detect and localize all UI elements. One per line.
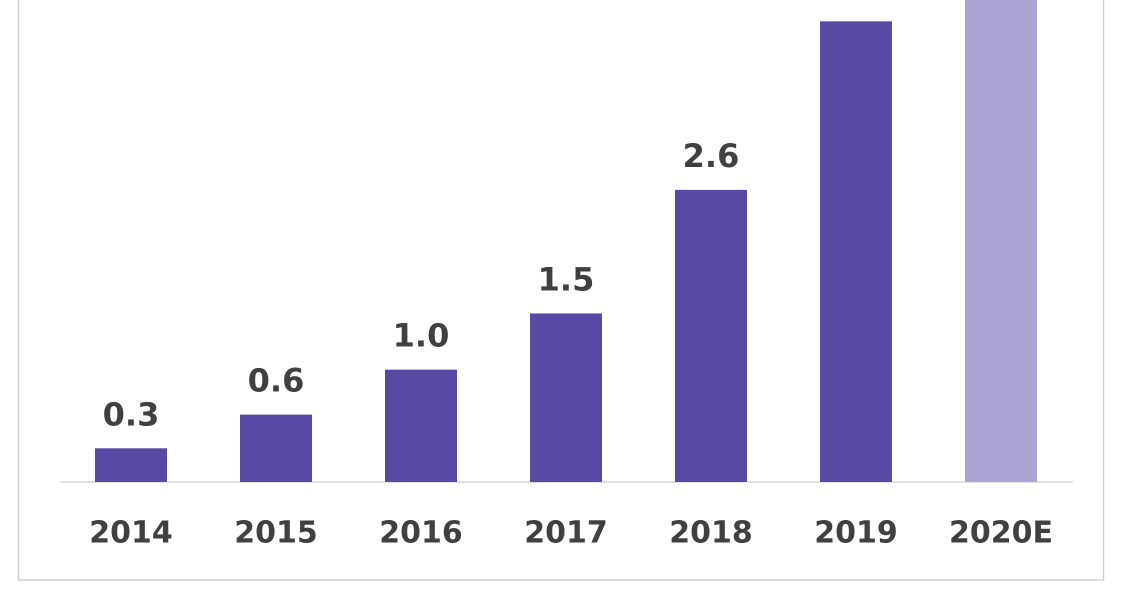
x-tick-label: 2019 (814, 516, 898, 551)
bar (385, 369, 457, 482)
data-label: 2.6 (683, 137, 740, 175)
bar (95, 448, 167, 482)
data-label: 1.5 (538, 260, 595, 298)
x-tick-label: 2016 (379, 516, 463, 551)
data-label: 4.1 (828, 0, 885, 6)
bar (675, 189, 747, 482)
bar (820, 21, 892, 482)
bar (240, 414, 312, 482)
x-tick-label: 2015 (234, 516, 318, 551)
x-tick-label: 2018 (669, 516, 753, 551)
x-tick-label: 2020E (949, 516, 1053, 551)
bar (530, 313, 602, 482)
data-label: 1.0 (393, 317, 450, 355)
chart-frame (17, 0, 1105, 581)
x-tick-label: 2014 (89, 516, 173, 551)
data-label: 0.3 (103, 395, 160, 433)
bar (965, 0, 1037, 482)
data-label: 0.6 (248, 362, 305, 400)
x-tick-label: 2017 (524, 516, 608, 551)
